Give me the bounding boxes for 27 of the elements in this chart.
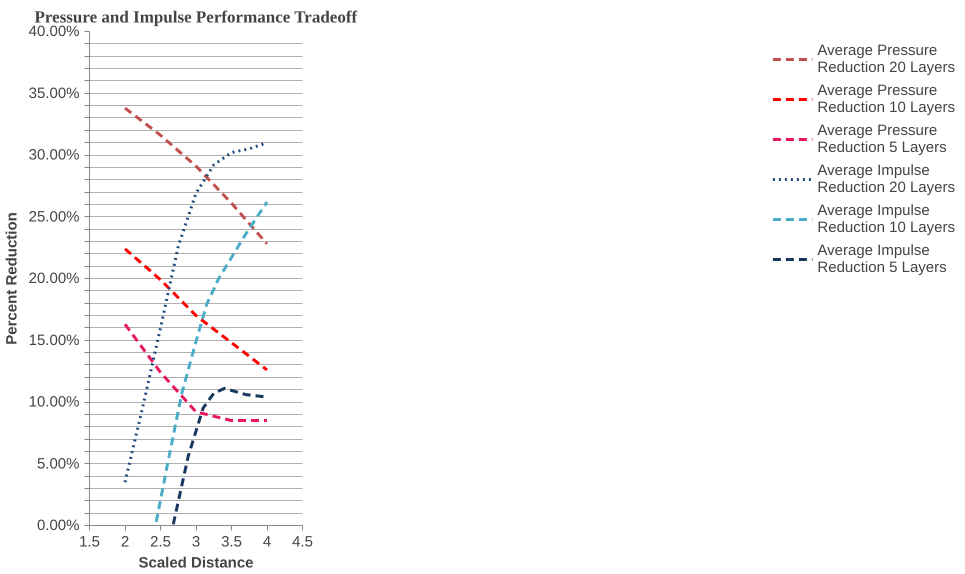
line-series (124, 247, 268, 372)
y-tick-label: 15.00% (28, 332, 80, 349)
x-tick-label: 3.5 (221, 534, 242, 550)
y-axis-title: Percent Reduction (4, 212, 21, 345)
x-axis-title: Scaled Distance (138, 554, 254, 572)
legend-label: Average Impulse Reduction 5 Layers (817, 241, 947, 277)
y-tick-label: 10.00% (28, 394, 80, 410)
x-tick-label: 2 (120, 534, 130, 550)
y-tick-label: 20.00% (28, 270, 80, 287)
legend-label: Average Impulse Reduction 20 Layers (817, 161, 955, 197)
legend-label: Average Pressure Reduction 20 Layers (817, 41, 955, 77)
y-tick-label: 30.00% (28, 146, 80, 164)
y-tick-label: 25.00% (28, 208, 80, 226)
legend-label: Average Impulse Reduction 10 Layers (817, 201, 955, 237)
x-tick-label: 3 (192, 534, 200, 550)
y-tick-label: 0.00% (36, 517, 80, 534)
legend-label: Average Pressure Reduction 10 Layers (817, 81, 955, 117)
y-tick-label: 35.00% (28, 84, 80, 102)
line-series (154, 200, 268, 524)
line-series (124, 106, 268, 246)
x-tick-label: 1.5 (79, 534, 100, 550)
legend-label: Average Pressure Reduction 5 Layers (817, 121, 947, 157)
x-tick-label: 4 (262, 534, 272, 550)
line-series (124, 322, 268, 422)
y-tick-label: 5.00% (36, 455, 80, 472)
x-tick-label: 4.5 (292, 534, 313, 550)
x-tick-label: 2.5 (150, 534, 171, 550)
